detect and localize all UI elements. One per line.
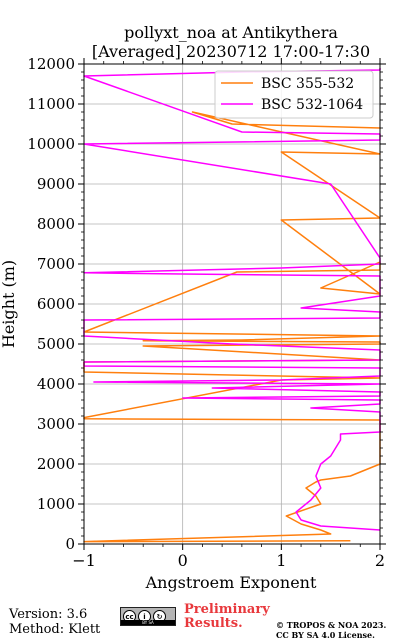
y-tick-label: 12000 — [27, 55, 75, 73]
version-text: Version: 3.6 — [9, 607, 88, 622]
x-tick-label: 2 — [375, 551, 385, 570]
preliminary-notice: Preliminary Results. — [184, 603, 270, 631]
copyright-notice: © TROPOS & NOA 2023. CC BY SA 4.0 Licens… — [276, 620, 386, 640]
y-tick-label: 0 — [65, 535, 75, 553]
y-tick-label: 1000 — [37, 495, 75, 513]
x-tick-label: 1 — [276, 551, 286, 570]
y-tick-label: 3000 — [37, 415, 75, 433]
method-text: Method: Klett — [9, 622, 101, 637]
axis-ticks: −1 0 1 201000200030004000500060007000800090… — [27, 55, 386, 570]
y-tick-label: 11000 — [27, 95, 75, 113]
y-tick-label: 7000 — [37, 255, 75, 273]
y-tick-label: 6000 — [37, 295, 75, 313]
y-tick-label: 2000 — [37, 455, 75, 473]
series-lines — [83, 68, 381, 543]
x-tick-label: −1 — [72, 551, 96, 570]
y-tick-label: 10000 — [27, 135, 75, 153]
copyright-line-2: CC BY SA 4.0 License. — [276, 630, 375, 640]
y-axis-label: Height (m) — [0, 260, 18, 348]
series-line-2 — [83, 68, 381, 531]
y-tick-label: 4000 — [37, 375, 75, 393]
legend-label-series-2: BSC 532-1064 — [261, 97, 363, 113]
legend-box — [214, 70, 374, 119]
chart-title-line-1: pollyxt_noa at Antikythera — [124, 23, 338, 42]
y-tick-label: 5000 — [37, 335, 75, 353]
copyright-line-1: © TROPOS & NOA 2023. — [276, 620, 387, 630]
legend-label-series-1: BSC 355-532 — [261, 76, 354, 92]
cc-license-logo: cc i ↻ BY SA — [120, 607, 176, 626]
legend: BSC 355-532 BSC 532-1064 — [214, 70, 374, 119]
preliminary-line-2: Results. — [184, 616, 243, 631]
chart-title-line-2: [Averaged] 20230712 17:00-17:30 — [92, 42, 370, 61]
x-tick-label: 0 — [178, 551, 188, 570]
series-line-1 — [83, 111, 381, 543]
preliminary-line-1: Preliminary — [184, 602, 270, 617]
cc-strip: BY SA — [121, 620, 175, 625]
y-tick-label: 8000 — [37, 215, 75, 233]
x-axis-label: Angstroem Exponent — [145, 573, 317, 592]
grid — [83, 63, 381, 545]
y-tick-label: 9000 — [37, 175, 75, 193]
